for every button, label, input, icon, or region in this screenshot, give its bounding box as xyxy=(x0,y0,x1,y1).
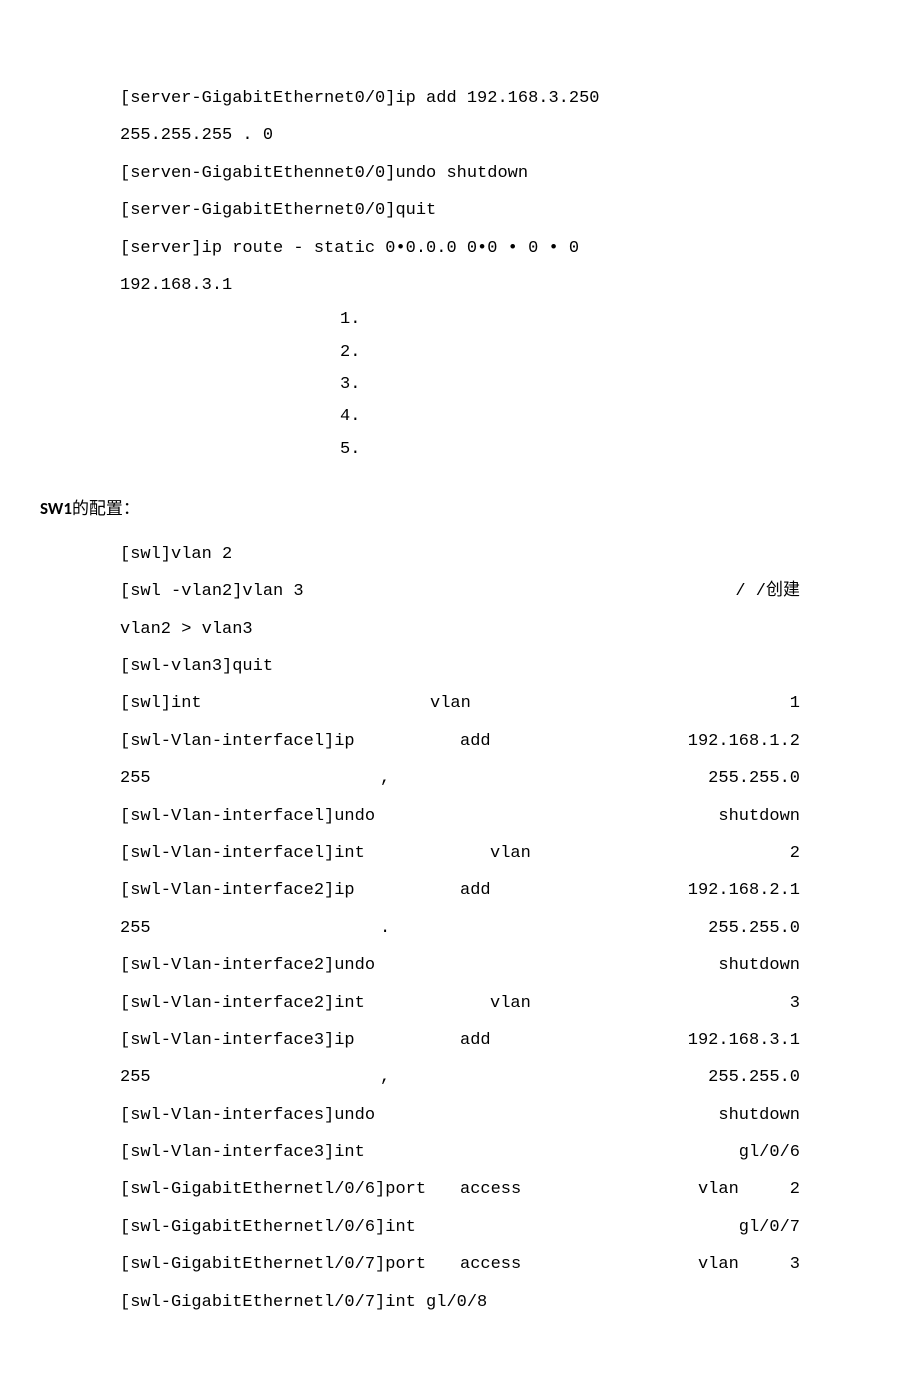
config-row: [swl-Vlan-interface3]ip add 192.168.3.1 xyxy=(120,1022,800,1059)
row-right: 192.168.2.1 xyxy=(688,872,800,909)
code-line: [server-GigabitEthernet0/0]quit xyxy=(120,192,800,229)
row-right: 255.255.0 xyxy=(708,910,800,947)
row-left: [swl]int xyxy=(120,694,202,713)
row-left: [swl -vlan2]vlan 3 xyxy=(120,582,304,601)
config-row: [swl-Vlan-interface2]ip add 192.168.2.1 xyxy=(120,872,800,909)
config-row: [swl]vlan 2 xyxy=(120,536,800,573)
row-left: vlan2 > vlan3 xyxy=(120,620,253,639)
row-left: [swl-GigabitEthernetl/0/6]int xyxy=(120,1218,416,1237)
config-row: [swl-Vlan-interfacel]ip add 192.168.1.2 xyxy=(120,723,800,760)
list-item: 1. xyxy=(120,304,800,336)
row-mid: , xyxy=(380,760,390,797)
row-right: shutdown xyxy=(718,947,800,984)
row-right: 192.168.1.2 xyxy=(688,723,800,760)
row-mid: vlan xyxy=(490,985,531,1022)
row-right: vlan 3 xyxy=(698,1246,800,1283)
config-row: 255, 255.255.0 xyxy=(120,1059,800,1096)
row-right: gl/0/6 xyxy=(739,1134,800,1171)
config-row: 255. 255.255.0 xyxy=(120,910,800,947)
row-mid: access xyxy=(460,1171,521,1208)
row-left: [swl-Vlan-interface3]ip xyxy=(120,1031,355,1050)
row-left: 255 xyxy=(120,1068,151,1087)
code-line: [serven-GigabitEthennet0/0]undo shutdown xyxy=(120,155,800,192)
row-mid: add xyxy=(460,723,491,760)
row-right: shutdown xyxy=(718,1097,800,1134)
row-right: 2 xyxy=(790,835,800,872)
row-left: [swl-vlan3]quit xyxy=(120,657,273,676)
row-left: [swl-Vlan-interface2]undo xyxy=(120,956,375,975)
row-left: 255 xyxy=(120,919,151,938)
config-row: [swl]int vlan 1 xyxy=(120,685,800,722)
row-left: 255 xyxy=(120,769,151,788)
config-row: [swl-GigabitEthernetl/0/6]port access vlan… xyxy=(120,1171,800,1208)
row-right: 1 xyxy=(790,685,800,722)
row-right: 192.168.3.1 xyxy=(688,1022,800,1059)
config-row: [swl-Vlan-interfaces]undo shutdown xyxy=(120,1097,800,1134)
list-item: 5. xyxy=(120,434,800,466)
list-item: 3. xyxy=(120,369,800,401)
row-left: [swl-GigabitEthernetl/0/7]port xyxy=(120,1255,426,1274)
code-line: 255.255.255 . 0 xyxy=(120,117,800,154)
row-left: [swl-Vlan-interface2]int xyxy=(120,994,365,1013)
row-right: shutdown xyxy=(718,798,800,835)
row-left: [swl]vlan 2 xyxy=(120,545,232,564)
code-line: 192.168.3.1 xyxy=(120,267,800,304)
row-left: [swl-Vlan-interfaces]undo xyxy=(120,1106,375,1125)
config-row: 255, 255.255.0 xyxy=(120,760,800,797)
row-mid: . xyxy=(380,910,390,947)
row-left: [swl-Vlan-interface2]ip xyxy=(120,881,355,900)
row-right: 255.255.0 xyxy=(708,760,800,797)
config-row: [swl-Vlan-interfacel]undo shutdown xyxy=(120,798,800,835)
row-right: 255.255.0 xyxy=(708,1059,800,1096)
list-item: 2. xyxy=(120,337,800,369)
row-right: 3 xyxy=(790,985,800,1022)
config-row: [swl -vlan2]vlan 3 / /创建 xyxy=(120,573,800,610)
row-left: [swl-GigabitEthernetl/0/6]port xyxy=(120,1180,426,1199)
config-row: [swl-Vlan-interface2]int vlan 3 xyxy=(120,985,800,1022)
config-row: [swl-vlan3]quit xyxy=(120,648,800,685)
server-config-block: [server-GigabitEthernet0/0]ip add 192.16… xyxy=(120,80,800,304)
row-left: [swl-GigabitEthernetl/0/7]int gl/0/8 xyxy=(120,1293,487,1312)
code-line: [server]ip route - static 0•0.0.0 0•0 • … xyxy=(120,230,800,267)
sw1-config-block: [swl]vlan 2 [swl -vlan2]vlan 3 / /创建 vlan2 … xyxy=(120,536,800,1321)
config-row: [swl-GigabitEthernetl/0/6]int gl/0/7 xyxy=(120,1209,800,1246)
config-row: [swl-Vlan-interface2]undo shutdown xyxy=(120,947,800,984)
row-left: [swl-Vlan-interfacel]int xyxy=(120,844,365,863)
config-row: [swl-Vlan-interface3]int gl/0/6 xyxy=(120,1134,800,1171)
heading-bold: SW1 xyxy=(40,498,72,519)
code-line: [server-GigabitEthernet0/0]ip add 192.16… xyxy=(120,80,800,117)
heading-rest: 的配置： xyxy=(72,501,140,520)
row-left: [swl-Vlan-interface3]int xyxy=(120,1143,365,1162)
row-mid: access xyxy=(460,1246,521,1283)
row-right: / /创建 xyxy=(735,573,800,610)
numbered-list: 1. 2. 3. 4. 5. xyxy=(120,304,800,465)
section-heading: SW1的配置： xyxy=(40,494,800,520)
config-row: vlan2 > vlan3 xyxy=(120,611,800,648)
config-row: [swl-Vlan-interfacel]int vlan 2 xyxy=(120,835,800,872)
row-mid: vlan xyxy=(430,685,471,722)
row-mid: add xyxy=(460,1022,491,1059)
row-mid: vlan xyxy=(490,835,531,872)
config-row: [swl-GigabitEthernetl/0/7]port access vlan… xyxy=(120,1246,800,1283)
row-mid: , xyxy=(380,1059,390,1096)
row-left: [swl-Vlan-interfacel]undo xyxy=(120,807,375,826)
config-row: [swl-GigabitEthernetl/0/7]int gl/0/8 xyxy=(120,1284,800,1321)
row-left: [swl-Vlan-interfacel]ip xyxy=(120,732,355,751)
row-right: vlan 2 xyxy=(698,1171,800,1208)
row-mid: add xyxy=(460,872,491,909)
row-right: gl/0/7 xyxy=(739,1209,800,1246)
list-item: 4. xyxy=(120,401,800,433)
